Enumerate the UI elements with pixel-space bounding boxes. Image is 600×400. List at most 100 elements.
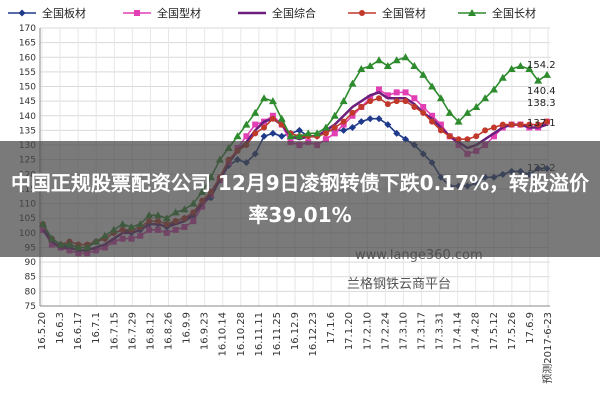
data-point [411, 104, 418, 111]
data-point [384, 121, 392, 129]
data-point [544, 118, 550, 125]
data-point [357, 64, 366, 72]
y-tick-label: 170 [19, 24, 36, 34]
x-tick-label: 17.5.26 [507, 312, 518, 350]
y-tick-label: 80 [25, 287, 37, 297]
data-point [482, 127, 489, 134]
data-point [516, 62, 525, 70]
data-point [454, 117, 463, 125]
data-point [252, 121, 259, 128]
data-point [490, 124, 497, 131]
data-point [260, 94, 269, 102]
x-tick-label: 16.8.12 [145, 312, 156, 350]
data-point [507, 64, 516, 72]
data-point [366, 62, 375, 70]
data-point [384, 101, 391, 108]
data-point [313, 129, 322, 137]
data-point [357, 118, 365, 126]
data-point [445, 108, 454, 116]
data-point [489, 85, 498, 93]
data-point [419, 70, 428, 78]
data-point [251, 108, 260, 116]
data-point [543, 70, 551, 78]
legend-item: 全国型材 [123, 6, 201, 20]
data-point [348, 79, 357, 87]
x-tick-label: 16.5.20 [37, 312, 48, 350]
x-tick-label: 16.6.17 [73, 312, 84, 350]
x-tick-label: 17.6.9 [525, 312, 536, 344]
data-point [348, 123, 356, 131]
y-tick-label: 145 [19, 97, 36, 107]
legend-label: 全国板材 [42, 6, 86, 20]
data-point [402, 89, 409, 96]
data-point [322, 136, 329, 143]
legend-label: 全国长材 [492, 6, 536, 20]
data-point [429, 112, 436, 119]
data-point [429, 118, 436, 125]
data-point [349, 109, 356, 116]
x-tick-label: 16.12.23 [308, 312, 319, 357]
data-point [261, 124, 268, 131]
y-tick-label: 75 [25, 302, 36, 312]
data-point [269, 115, 276, 122]
data-point [410, 62, 419, 70]
data-point [331, 124, 338, 131]
data-point [473, 133, 480, 140]
data-point [358, 104, 365, 111]
data-point [304, 129, 313, 137]
x-tick-label: 17.2.10 [362, 312, 373, 350]
legend-item: 全国管材 [348, 6, 426, 20]
x-tick-label: 17.3.31 [435, 312, 446, 350]
headline-text: 中国正规股票配资公司 12月9日凌钢转债下跌0.17%，转股溢价率39.01% [10, 171, 590, 227]
y-tick-label: 140 [19, 112, 36, 122]
data-point [499, 121, 506, 128]
x-tick-label: 17.5.12 [489, 312, 500, 350]
y-tick-label: 165 [19, 39, 36, 49]
end-value-label: 137.1 [527, 118, 556, 129]
x-tick-label: 16.12.9 [290, 312, 301, 350]
data-point [339, 97, 348, 105]
y-tick-label: 85 [25, 273, 36, 283]
watermark-platform: 兰格钢铁云商平台 [347, 276, 451, 292]
y-tick-label: 90 [25, 258, 37, 268]
data-point [437, 121, 444, 128]
data-point [498, 73, 507, 81]
data-point [455, 136, 462, 143]
data-point [321, 123, 330, 131]
data-point [375, 56, 383, 64]
data-point [260, 132, 268, 140]
data-point [508, 121, 515, 128]
legend-marker [134, 10, 140, 16]
data-point [295, 126, 303, 134]
data-point [278, 132, 286, 140]
data-point [463, 108, 472, 116]
legend-marker [468, 9, 476, 16]
data-point [384, 92, 391, 99]
end-value-label: 138.3 [527, 98, 556, 109]
data-point [402, 98, 409, 105]
x-tick-label: 17.2.24 [380, 312, 391, 350]
data-point [517, 121, 524, 128]
data-point [481, 94, 490, 102]
legend-label: 全国综合 [272, 6, 316, 20]
y-tick-label: 135 [19, 126, 36, 136]
data-point [376, 95, 382, 102]
data-point [252, 130, 259, 137]
x-tick-label: 16.7.15 [109, 312, 120, 350]
data-point [420, 104, 427, 111]
data-point [490, 133, 497, 140]
legend-marker [18, 9, 26, 17]
data-point [472, 103, 481, 111]
headline-banner: 中国正规股票配资公司 12月9日凌钢转债下跌0.17%，转股溢价率39.01% [0, 141, 600, 257]
legend-label: 全国管材 [382, 6, 426, 20]
x-tick-label: 17.4.14 [453, 312, 464, 350]
data-point [376, 86, 382, 93]
data-point [428, 82, 437, 90]
x-tick-label: 16.10.28 [236, 312, 247, 357]
legend: 全国板材 全国型材 全国综合 全国管材 全国长材 [8, 6, 536, 20]
x-tick-label: 16.11.25 [272, 312, 283, 357]
legend-marker [359, 10, 365, 16]
data-point [436, 94, 445, 102]
x-tick-label: 17.1.20 [344, 312, 355, 350]
x-tick-label: 16.9.23 [200, 312, 211, 350]
